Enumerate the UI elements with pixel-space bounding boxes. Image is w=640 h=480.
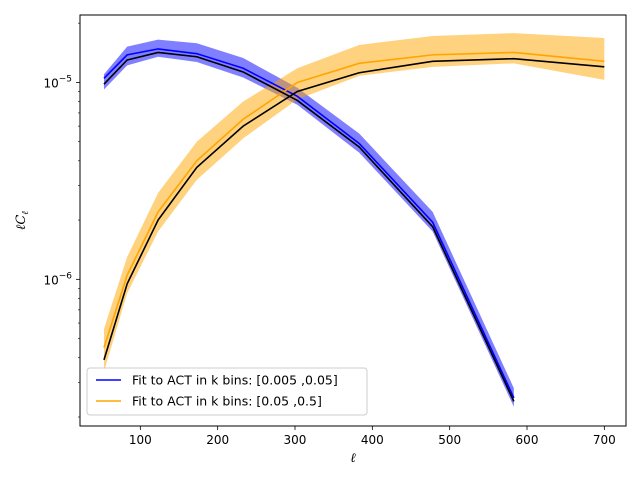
confidence-bands: [103, 33, 605, 407]
x-tick-label: 600: [516, 433, 539, 447]
x-tick-label: 100: [129, 433, 152, 447]
series-lines: [103, 48, 605, 402]
x-tick-label: 500: [438, 433, 461, 447]
mean-line-series-1: [103, 48, 515, 399]
band-series-1: [103, 39, 514, 407]
axes: 100 200 300 400 500 600 700 10−6 10−5 ℓ ℓCℓ: [14, 14, 627, 466]
legend-label-series-1: Fit to ACT in k bins: [0.005 ,0.05]: [132, 373, 338, 388]
plot-frame: [79, 14, 627, 427]
legend-box: [86, 367, 368, 416]
y-tick-label: 10−5: [43, 74, 72, 90]
x-tick-label: 700: [593, 433, 616, 447]
fit-line-series-2: [103, 57, 605, 361]
mean-line-series-2: [103, 51, 605, 348]
band-series-2: [103, 33, 605, 372]
y-tick-label: 10−6: [43, 271, 72, 287]
y-axis-label: ℓCℓ: [14, 211, 31, 230]
legend-label-series-2: Fit to ACT in k bins: [0.05 ,0.5]: [132, 394, 322, 409]
x-tick-label: 200: [206, 433, 229, 447]
x-axis-label: ℓ: [350, 451, 356, 466]
x-tick-label: 400: [361, 433, 384, 447]
fit-line-series-1: [103, 51, 515, 402]
x-tick-label: 300: [284, 433, 307, 447]
legend: Fit to ACT in k bins: [0.005 ,0.05] Fit t…: [86, 367, 368, 416]
